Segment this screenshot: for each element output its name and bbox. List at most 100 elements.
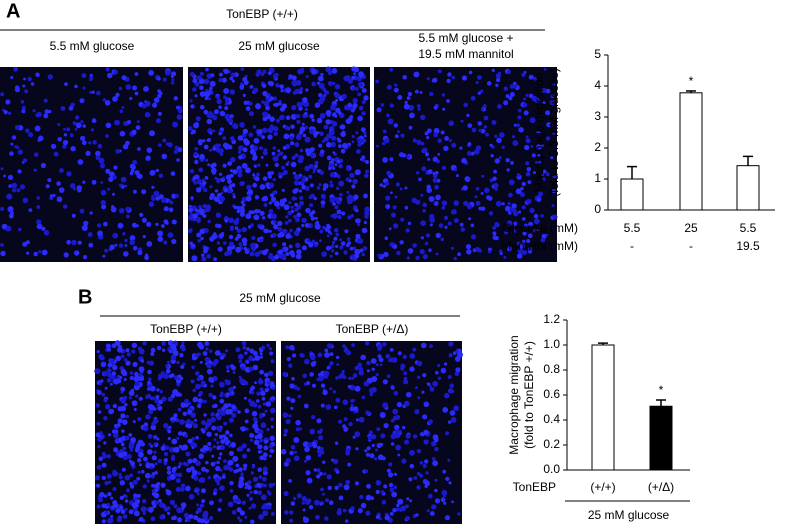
cell xyxy=(9,151,14,156)
cell xyxy=(231,365,236,371)
cell xyxy=(450,417,457,423)
cell xyxy=(130,461,136,466)
cell xyxy=(20,100,25,104)
cell xyxy=(342,142,348,149)
cell xyxy=(319,229,324,234)
cell xyxy=(199,211,205,216)
cell xyxy=(158,143,162,147)
cell xyxy=(253,214,260,221)
cell xyxy=(540,237,546,243)
cell xyxy=(400,133,405,138)
cell xyxy=(230,72,236,78)
cell xyxy=(525,138,531,144)
cell xyxy=(111,205,115,209)
cell xyxy=(494,134,498,138)
cell xyxy=(191,469,198,476)
cell xyxy=(314,216,318,220)
cell xyxy=(243,100,248,106)
cell xyxy=(223,188,228,193)
cell xyxy=(97,445,101,449)
cell xyxy=(111,371,117,376)
cell xyxy=(240,366,245,371)
cell xyxy=(244,419,249,424)
cell xyxy=(204,96,209,101)
cell xyxy=(197,239,201,243)
cell xyxy=(205,67,209,72)
cell xyxy=(368,388,375,394)
cell xyxy=(216,241,221,245)
cell xyxy=(199,71,204,76)
cell xyxy=(104,510,109,515)
cell xyxy=(41,249,48,256)
cell xyxy=(91,118,97,124)
cell xyxy=(213,232,217,236)
cell xyxy=(390,418,395,423)
cell xyxy=(211,361,217,367)
cell xyxy=(283,490,289,497)
cell xyxy=(355,233,361,239)
cell xyxy=(228,184,233,189)
cell xyxy=(165,142,170,146)
cell xyxy=(262,150,268,156)
cell xyxy=(541,172,545,177)
cell xyxy=(396,401,403,408)
cell xyxy=(118,183,123,188)
cell xyxy=(254,355,261,361)
cell xyxy=(227,501,234,508)
cell xyxy=(435,252,439,256)
cell xyxy=(341,93,347,99)
cell xyxy=(106,368,112,374)
cell xyxy=(276,206,280,210)
cell xyxy=(325,404,332,410)
cell xyxy=(140,506,147,513)
cell xyxy=(331,121,338,127)
cell xyxy=(148,463,153,467)
cell xyxy=(33,152,39,157)
cell xyxy=(100,181,104,184)
cell xyxy=(293,437,300,443)
cell xyxy=(332,151,336,155)
cell xyxy=(128,509,134,515)
cell xyxy=(262,69,267,74)
cell xyxy=(144,100,151,107)
cell xyxy=(396,250,401,256)
cell xyxy=(522,231,527,236)
cell xyxy=(365,494,372,501)
cell xyxy=(112,403,118,409)
cell xyxy=(355,418,359,422)
cell xyxy=(136,493,141,498)
cell xyxy=(248,111,254,117)
cell xyxy=(225,365,230,370)
cell xyxy=(3,174,6,178)
cell xyxy=(279,114,285,120)
cell xyxy=(249,438,254,442)
cell xyxy=(245,195,252,202)
cell xyxy=(363,220,367,225)
cell xyxy=(130,484,135,489)
cell xyxy=(426,184,432,190)
cell xyxy=(153,442,157,446)
cell xyxy=(50,143,57,149)
cell xyxy=(356,149,361,154)
cell xyxy=(243,246,248,251)
cell xyxy=(383,251,389,258)
cell xyxy=(444,362,448,366)
cell xyxy=(319,502,323,506)
cell xyxy=(176,507,183,514)
cell xyxy=(311,118,315,122)
cell xyxy=(176,114,183,120)
cell xyxy=(199,104,205,110)
cell xyxy=(204,176,209,180)
cell xyxy=(192,87,197,92)
cell xyxy=(426,77,430,81)
cell xyxy=(80,120,84,124)
cell xyxy=(526,167,532,172)
cell xyxy=(305,207,311,214)
cell xyxy=(254,208,259,214)
cell xyxy=(107,372,113,378)
cell xyxy=(248,132,254,138)
cell xyxy=(120,413,126,419)
cell xyxy=(365,510,371,516)
cell xyxy=(505,158,510,163)
cell xyxy=(270,196,277,202)
